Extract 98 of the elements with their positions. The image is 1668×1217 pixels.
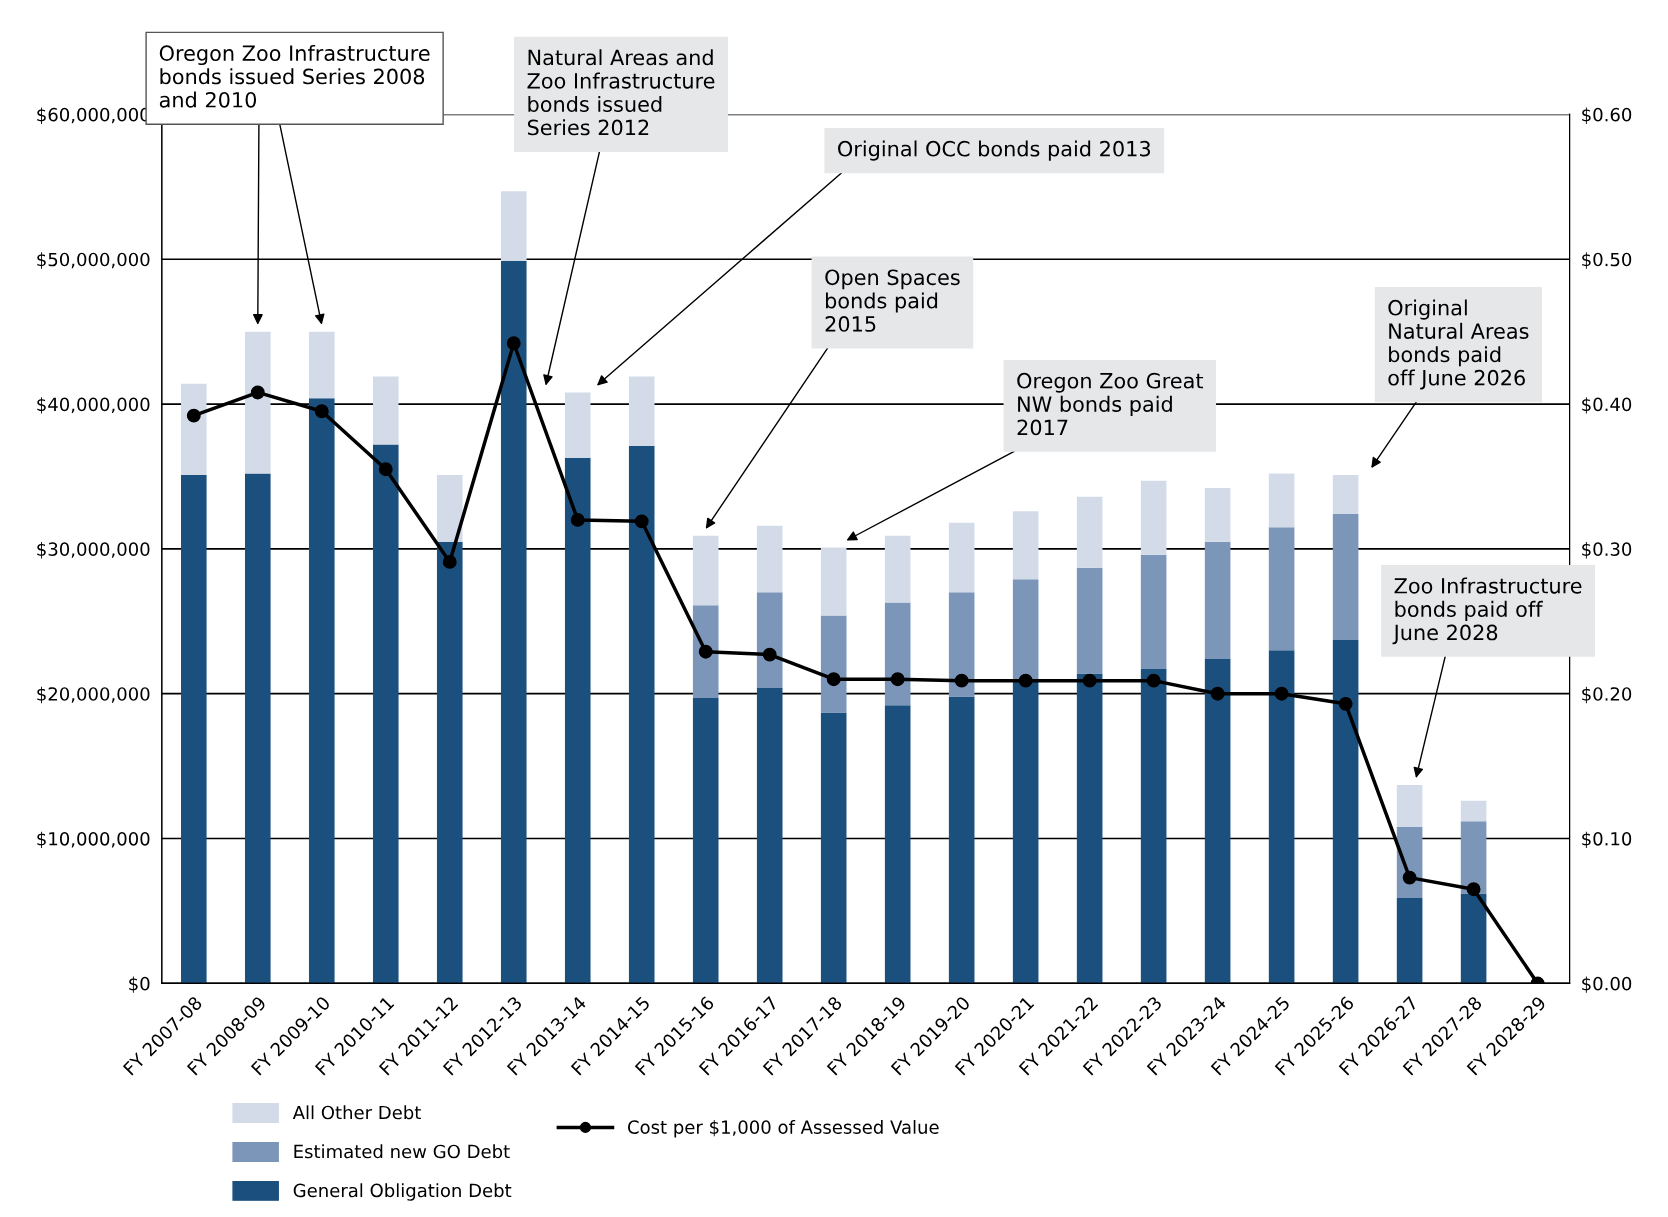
y-tick-label: $20,000,000 (37, 686, 150, 704)
point (1082, 673, 1097, 688)
bar (372, 376, 399, 445)
bar (1460, 893, 1487, 984)
text: Oregon Zoo Infrastructure bonds issued Series 2008 and 2010 (159, 44, 430, 108)
bar (884, 602, 911, 706)
point (1402, 870, 1417, 885)
bar (308, 398, 335, 984)
bar (1140, 480, 1167, 555)
bar (500, 260, 527, 984)
point (1466, 882, 1481, 897)
y-tick-label: $0 (129, 976, 150, 993)
bar (884, 705, 911, 984)
bar (436, 541, 463, 984)
bar (628, 376, 655, 447)
annotation: Zoo Infrastructure bonds paid off June 2028 (1392, 577, 1582, 645)
legend-label: Estimated new GO Debt (294, 1144, 510, 1159)
bar (756, 687, 783, 984)
y2-tick-label: $0.10 (1582, 831, 1632, 849)
bar (1268, 650, 1295, 984)
y-tick-label: $40,000,000 (37, 397, 150, 414)
bar (308, 331, 335, 399)
point (250, 385, 265, 400)
bar (1396, 897, 1423, 984)
bar (564, 392, 591, 458)
y2-tick-label: $0.40 (1582, 397, 1632, 414)
bar (1332, 514, 1359, 641)
bar (756, 525, 783, 593)
bar (244, 331, 271, 474)
bar (1076, 496, 1103, 568)
bar (1012, 682, 1039, 984)
bar (820, 712, 847, 984)
bar (1332, 475, 1359, 515)
point (1338, 696, 1353, 711)
y-tick-label: $30,000,000 (37, 542, 150, 559)
point (1274, 686, 1289, 701)
point (890, 672, 905, 687)
point (570, 512, 585, 527)
point (634, 514, 649, 529)
bar (948, 592, 975, 697)
bar (372, 444, 399, 984)
bar (756, 592, 783, 688)
bar (1396, 784, 1423, 827)
bar (820, 547, 847, 616)
point (1210, 686, 1225, 701)
point (954, 673, 969, 688)
bar (180, 475, 207, 984)
bar (1268, 473, 1295, 528)
legend-label: All Other Debt (292, 1105, 421, 1120)
y2-tick-label: $0.50 (1582, 252, 1632, 269)
point (1146, 673, 1161, 688)
bar (1460, 821, 1487, 894)
legend-label: Cost per $1,000 of Assessed Value (627, 1119, 939, 1138)
point (186, 408, 201, 423)
point (506, 336, 521, 351)
bar (180, 383, 207, 476)
bar (1076, 567, 1103, 674)
bar (1012, 511, 1039, 580)
bar (564, 457, 591, 984)
point (442, 554, 457, 569)
bar (948, 522, 975, 593)
bar (884, 535, 911, 603)
bar (244, 473, 271, 984)
bar (1332, 640, 1359, 984)
y2-tick-label: $0.00 (1582, 976, 1632, 993)
y-tick-label: $10,000,000 (37, 831, 150, 849)
annotation: Oregon Zoo Great NW bonds paid 2017 (1017, 372, 1204, 436)
annotation: Original OCC bonds paid 2013 (838, 140, 1151, 161)
bar (1140, 669, 1167, 984)
annotation: Open Spaces bonds paid 2015 (825, 269, 960, 332)
bar (1204, 488, 1231, 542)
point (378, 462, 393, 477)
bar (692, 535, 719, 606)
bar (1140, 554, 1167, 670)
y2-tick-label: $0.20 (1582, 686, 1632, 704)
bar (628, 446, 655, 984)
point (698, 644, 713, 659)
y-tick-label: $50,000,000 (37, 252, 150, 269)
bar (1460, 800, 1487, 822)
bar (1204, 658, 1231, 984)
annotation: Natural Areas and Zoo Infrastructure bonds issued Series 2012 (527, 49, 715, 136)
point (762, 647, 777, 662)
bar (1268, 527, 1295, 651)
bar (436, 475, 463, 542)
bar (820, 615, 847, 713)
bar (1204, 541, 1231, 659)
annotation: Original Natural Areas bonds paid off June 2026 (1388, 299, 1529, 390)
legend-label: General Obligation Debt (293, 1183, 512, 1201)
bar (692, 698, 719, 984)
y-tick-label: $60,000,000 (37, 107, 150, 124)
y2-tick-label: $0.30 (1582, 542, 1632, 559)
bar (1076, 673, 1103, 984)
point (1018, 673, 1033, 688)
bar (500, 191, 527, 261)
y2-tick-label: $0.60 (1582, 107, 1632, 124)
point (826, 672, 841, 687)
point (314, 404, 329, 419)
bar (948, 696, 975, 984)
